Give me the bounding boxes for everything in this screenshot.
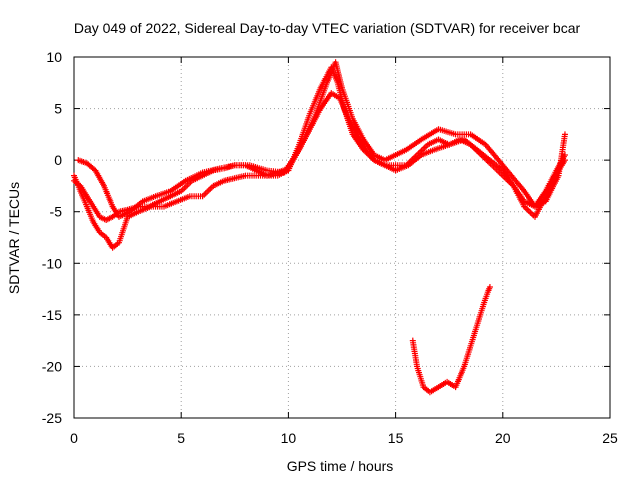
x-tick-label: 0 <box>70 430 78 446</box>
x-axis-label: GPS time / hours <box>287 458 394 474</box>
y-tick-label: 5 <box>54 101 62 117</box>
x-tick-label: 5 <box>177 430 185 446</box>
y-axis-label: SDTVAR / TECUs <box>6 182 22 294</box>
x-tick-label: 15 <box>388 430 404 446</box>
x-tick-label: 10 <box>281 430 297 446</box>
plus-marks <box>409 284 493 396</box>
y-tick-label: -10 <box>42 255 62 271</box>
y-tick-label: -25 <box>42 410 62 426</box>
y-tick-label: 10 <box>46 49 62 65</box>
x-tick-label: 20 <box>495 430 511 446</box>
chart-title: Day 049 of 2022, Sidereal Day-to-day VTE… <box>74 20 581 36</box>
data-marks <box>71 59 568 396</box>
axis-ticks: 0 5 10 15 20 25 -25 -20 -15 -10 -5 0 5 10 <box>42 49 618 446</box>
series-track-3 <box>71 90 568 251</box>
x-tick-label: 25 <box>602 430 618 446</box>
y-tick-label: -5 <box>50 204 63 220</box>
y-tick-label: 0 <box>54 152 62 168</box>
plot-frame <box>73 56 611 419</box>
y-tick-label: -15 <box>42 307 62 323</box>
plus-marks <box>71 90 568 251</box>
series-track-4 <box>409 284 493 396</box>
y-tick-label: -20 <box>42 358 62 374</box>
